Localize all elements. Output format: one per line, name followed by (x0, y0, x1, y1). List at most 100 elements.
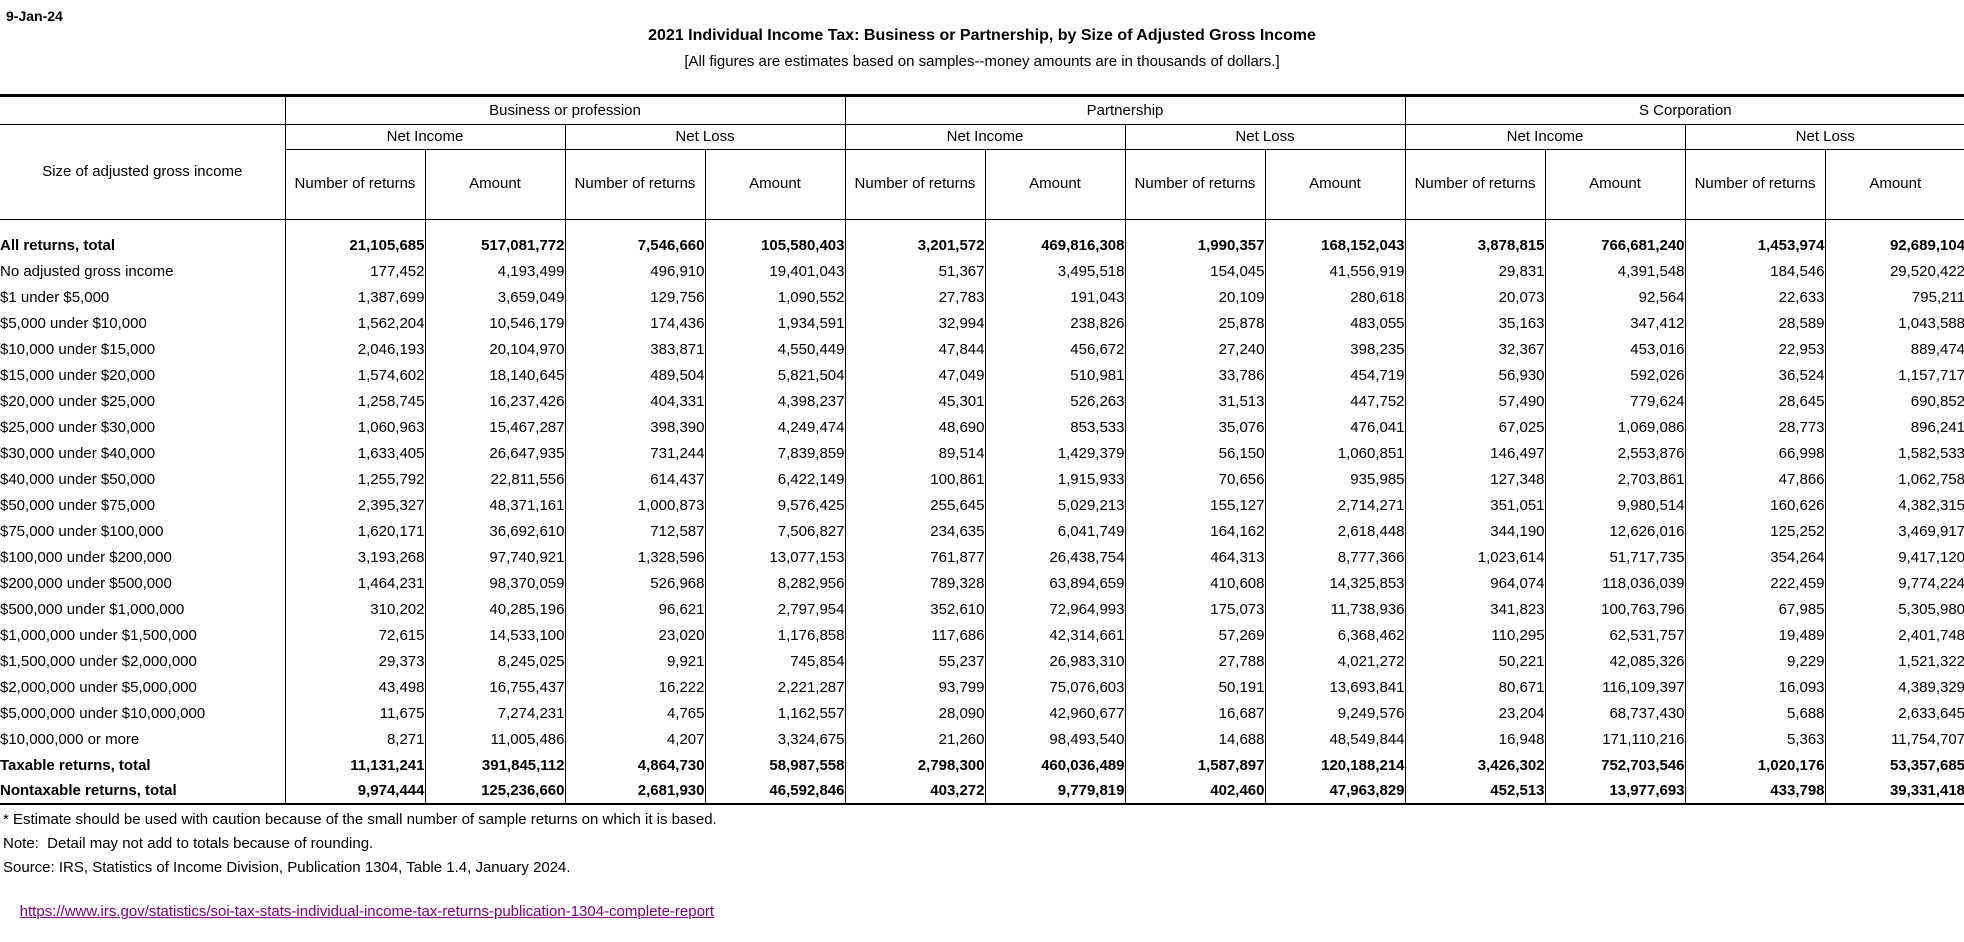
cell-value: 404,331 (564, 388, 705, 414)
cell-value: 11,005,486 (424, 726, 565, 752)
cell-value: 8,282,956 (704, 570, 845, 596)
cell-value: 43,498 (284, 674, 425, 700)
row-label: $1,500,000 under $2,000,000 (0, 648, 286, 674)
cell-value: 5,029,213 (984, 492, 1125, 518)
cell-value: 67,985 (1684, 596, 1826, 622)
cell-value: 16,948 (1404, 726, 1546, 752)
cell-value: 92,564 (1544, 284, 1686, 310)
table-row: $5,000 under $10,000 1,562,204 10,546,179 1… (0, 310, 1964, 336)
cell-value: 391,845,112 (424, 752, 565, 778)
cell-value: 51,717,735 (1544, 544, 1686, 570)
cell-value: 2,633,645 (1824, 700, 1964, 726)
cell-value: 2,703,861 (1544, 466, 1686, 492)
table-row: $1 under $5,000 1,387,699 3,659,049 129,756… (0, 284, 1964, 310)
cell-value: 56,930 (1404, 362, 1546, 388)
cell-value: 26,438,754 (984, 544, 1125, 570)
cell-value: 1,574,602 (284, 362, 425, 388)
cell-value: 5,363 (1684, 726, 1826, 752)
cell-value: 614,437 (564, 466, 705, 492)
cell-value: 280,618 (1264, 284, 1406, 310)
row-label: $5,000 under $10,000 (0, 310, 286, 336)
row-label: $100,000 under $200,000 (0, 544, 286, 570)
cell-value: 50,221 (1404, 648, 1546, 674)
cell-value: 18,140,645 (424, 362, 565, 388)
cell-value: 464,313 (1124, 544, 1265, 570)
cell-value: 1,328,596 (564, 544, 705, 570)
group-header-row: Business or profession Partnership S Cor… (0, 97, 1964, 125)
cell-value: 155,127 (1124, 492, 1265, 518)
cell-value: 33,786 (1124, 362, 1265, 388)
group-s-corporation: S Corporation (1404, 97, 1964, 125)
cell-value: 16,222 (564, 674, 705, 700)
cell-value: 16,093 (1684, 674, 1826, 700)
cell-value: 4,398,237 (704, 388, 845, 414)
cell-value: 164,162 (1124, 518, 1265, 544)
corner-cell (0, 97, 285, 125)
cell-value: 66,998 (1684, 440, 1826, 466)
cell-value: 1,521,322 (1824, 648, 1964, 674)
cell-value: 20,109 (1124, 284, 1265, 310)
cell-value: 13,077,153 (704, 544, 845, 570)
cell-value: 53,357,685 (1824, 752, 1964, 778)
cell-value: 460,036,489 (984, 752, 1125, 778)
cell-value: 889,474 (1824, 336, 1964, 362)
cell-value: 117,686 (844, 622, 985, 648)
cell-value: 2,221,287 (704, 674, 845, 700)
cell-value: 129,756 (564, 284, 705, 310)
cell-value: 761,877 (844, 544, 985, 570)
row-label: All returns, total (0, 232, 286, 258)
cell-value: 456,672 (984, 336, 1125, 362)
cell-value: 160,626 (1684, 492, 1826, 518)
col-header-number-of-returns: Number of returns (1684, 149, 1826, 220)
report-link[interactable]: https://www.irs.gov/statistics/soi-tax-s… (19, 903, 715, 920)
cell-value: 310,202 (284, 596, 425, 622)
cell-value: 41,556,919 (1264, 258, 1406, 284)
cell-value: 795,211 (1824, 284, 1964, 310)
cell-value: 27,240 (1124, 336, 1265, 362)
cell-value: 125,236,660 (424, 778, 565, 805)
cell-value: 526,263 (984, 388, 1125, 414)
cell-value: 3,193,268 (284, 544, 425, 570)
cell-value: 4,207 (564, 726, 705, 752)
page-title: 2021 Individual Income Tax: Business or … (648, 27, 1316, 44)
cell-value: 853,533 (984, 414, 1125, 440)
cell-value: 4,550,449 (704, 336, 845, 362)
cell-value: 48,371,161 (424, 492, 565, 518)
cell-value: 22,953 (1684, 336, 1826, 362)
group-business-or-profession: Business or profession (284, 97, 845, 125)
cell-value: 9,417,120 (1824, 544, 1964, 570)
row-label: $20,000 under $25,000 (0, 388, 286, 414)
cell-value: 15,467,287 (424, 414, 565, 440)
cell-value: 62,531,757 (1544, 622, 1686, 648)
cell-value: 5,305,980 (1824, 596, 1964, 622)
cell-value: 255,645 (844, 492, 985, 518)
cell-value: 447,752 (1264, 388, 1406, 414)
cell-value: 344,190 (1404, 518, 1546, 544)
cell-value: 32,367 (1404, 336, 1546, 362)
cell-value: 35,076 (1124, 414, 1265, 440)
table-row: $20,000 under $25,000 1,258,745 16,237,426… (0, 388, 1964, 414)
cell-value: 57,490 (1404, 388, 1546, 414)
cell-value: 4,765 (564, 700, 705, 726)
cell-value: 51,367 (844, 258, 985, 284)
cell-value: 100,861 (844, 466, 985, 492)
subgroup-header-row: Size of adjusted gross income Net Income… (0, 124, 1964, 220)
cell-value: 97,740,921 (424, 544, 565, 570)
cell-value: 1,157,717 (1824, 362, 1964, 388)
col-header-number-of-returns: Number of returns (1124, 149, 1265, 220)
cell-value: 8,245,025 (424, 648, 565, 674)
cell-value: 154,045 (1124, 258, 1265, 284)
cell-value: 2,046,193 (284, 336, 425, 362)
cell-value: 29,373 (284, 648, 425, 674)
cell-value: 1,915,933 (984, 466, 1125, 492)
cell-value: 58,987,558 (704, 752, 845, 778)
col-header-amount: Amount (704, 149, 845, 220)
subgroup-scorp-net-income: Net Income (1404, 124, 1686, 150)
cell-value: 1,000,873 (564, 492, 705, 518)
cell-value: 13,693,841 (1264, 674, 1406, 700)
cell-value: 29,520,422 (1824, 258, 1964, 284)
cell-value: 3,469,917 (1824, 518, 1964, 544)
cell-value: 57,269 (1124, 622, 1265, 648)
table-row: $75,000 under $100,000 1,620,171 36,692,61… (0, 518, 1964, 544)
table-row: $1,500,000 under $2,000,000 29,373 8,245,0… (0, 648, 1964, 674)
